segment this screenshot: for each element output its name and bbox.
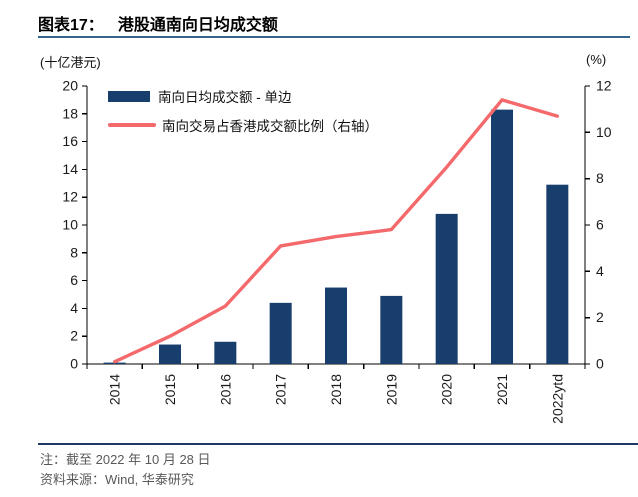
x-axis-label-2015: 2015 bbox=[162, 374, 178, 405]
right-axis-tick-label: 6 bbox=[596, 217, 604, 233]
bar-2022ytd bbox=[546, 184, 569, 364]
bar-2020 bbox=[435, 213, 458, 364]
x-axis-label-2018: 2018 bbox=[328, 374, 344, 405]
legend-label-bar-series: 南向日均成交额 - 单边 bbox=[158, 90, 292, 105]
bar-2017 bbox=[269, 302, 292, 364]
line-series-swatch-icon bbox=[108, 123, 156, 127]
footer-divider bbox=[38, 443, 638, 445]
left-axis-tick-label: 20 bbox=[62, 78, 78, 94]
left-axis-tick-label: 0 bbox=[70, 356, 78, 372]
left-axis-tick-label: 8 bbox=[70, 244, 78, 260]
left-axis-tick-label: 10 bbox=[62, 217, 78, 233]
left-axis-tick-label: 16 bbox=[62, 133, 78, 149]
title-divider bbox=[38, 36, 630, 38]
bar-2021 bbox=[491, 109, 513, 364]
figure-number-label: 图表17： bbox=[38, 17, 104, 34]
left-axis-tick-label: 12 bbox=[62, 189, 78, 205]
right-axis-tick-label: 2 bbox=[596, 309, 604, 325]
left-axis-tick-label: 4 bbox=[70, 300, 78, 316]
x-axis-label-2020: 2020 bbox=[439, 374, 455, 405]
figure-title: 港股通南向日均成交额 bbox=[117, 17, 278, 34]
legend-item-bar-series: 南向日均成交额 - 单边 bbox=[108, 86, 378, 106]
bar-2019 bbox=[380, 295, 403, 364]
chart-legend: 南向日均成交额 - 单边 南向交易占香港成交额比例（右轴） bbox=[108, 86, 378, 144]
left-axis-tick-label: 14 bbox=[62, 161, 78, 177]
figure-header: 图表17： 港股通南向日均成交额 bbox=[38, 11, 278, 35]
left-axis-tick-label: 6 bbox=[70, 272, 78, 288]
bar-2018 bbox=[325, 287, 347, 364]
right-axis-unit-label: (%) bbox=[586, 52, 607, 67]
ratio-line-series bbox=[112, 98, 559, 364]
x-axis-label-2016: 2016 bbox=[217, 374, 233, 405]
x-axis-label-2017: 2017 bbox=[273, 374, 289, 405]
bar-2015 bbox=[159, 344, 181, 364]
left-axis-tick-label: 2 bbox=[70, 328, 78, 344]
legend-label-line-series: 南向交易占香港成交额比例（右轴） bbox=[162, 119, 378, 134]
right-axis-tick-label: 0 bbox=[596, 356, 604, 372]
footer-note-source: 资料来源：Wind, 华泰研究 bbox=[40, 472, 194, 487]
right-axis-tick-label: 8 bbox=[596, 170, 604, 186]
right-axis-tick-label: 12 bbox=[596, 78, 612, 94]
left-axis-unit-label: (十亿港元) bbox=[40, 55, 101, 70]
x-axis-label-2019: 2019 bbox=[383, 374, 399, 405]
right-axis-tick-label: 10 bbox=[596, 124, 612, 140]
bar-series-swatch-icon bbox=[108, 90, 150, 102]
x-axis-label-2014: 2014 bbox=[107, 374, 123, 405]
x-axis-label-2022ytd: 2022ytd bbox=[549, 374, 565, 424]
footer-note-date: 注：截至 2022 年 10 月 28 日 bbox=[40, 452, 211, 467]
right-axis-tick-label: 4 bbox=[596, 263, 604, 279]
left-axis-tick-label: 18 bbox=[62, 105, 78, 121]
x-axis-label-2021: 2021 bbox=[494, 374, 510, 405]
bar-2016 bbox=[214, 341, 237, 364]
legend-item-line-series: 南向交易占香港成交额比例（右轴） bbox=[108, 115, 378, 135]
